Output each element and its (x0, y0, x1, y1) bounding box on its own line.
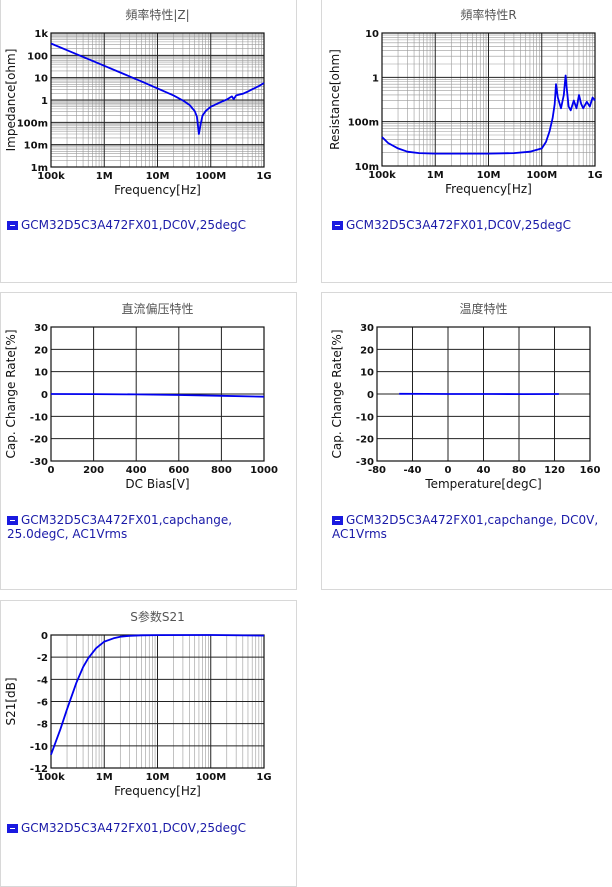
y-tick-label: 10m (355, 162, 379, 173)
x-tick-label: 10M (477, 170, 501, 181)
x-tick-label: 0 (445, 465, 452, 476)
dcbias-chart: 直流偏压特性 0 200 400 600 800 1000 -30 -20 -10 0 10 20 30 D… (1, 293, 296, 503)
y-tick-label: -30 (356, 457, 374, 468)
x-tick-label: 160 (580, 465, 601, 476)
y-tick-label: 10 (365, 29, 379, 40)
y-tick-label: 0 (367, 390, 374, 401)
y-axis-label: Cap. Change Rate[%] (4, 329, 18, 458)
legend-swatch-icon (332, 221, 343, 230)
chart-title: S参数S21 (130, 609, 185, 624)
x-tick-label: 40 (477, 465, 491, 476)
x-tick-label: 600 (168, 465, 189, 476)
chart-title: 頻率特性|Z| (125, 7, 189, 22)
legend-swatch-icon (332, 516, 343, 525)
y-tick-label: -8 (37, 720, 48, 731)
x-tick-label: 100M (195, 171, 226, 182)
y-tick-label: -10 (356, 412, 374, 423)
y-axis-label: Impedance[ohm] (4, 49, 18, 152)
x-tick-label: 200 (83, 465, 104, 476)
y-tick-label: -2 (37, 653, 48, 664)
legend-swatch-icon (7, 824, 18, 833)
y-tick-label: 100 (27, 51, 48, 62)
x-tick-label: 1G (587, 170, 602, 181)
x-tick-label: 400 (126, 465, 147, 476)
y-axis-label: S21[dB] (4, 677, 18, 725)
chart-title: 温度特性 (459, 301, 507, 316)
y-tick-label: 1k (34, 29, 48, 40)
x-tick-label: 1000 (250, 465, 278, 476)
s21-legend-label: GCM32D5C3A472FX01,DC0V,25degC (21, 821, 246, 835)
impedance-legend: GCM32D5C3A472FX01,DC0V,25degC (7, 218, 246, 232)
x-tick-label: -40 (403, 465, 421, 476)
legend-swatch-icon (7, 516, 18, 525)
resistance-legend-label: GCM32D5C3A472FX01,DC0V,25degC (346, 218, 571, 232)
temperature-legend-label: GCM32D5C3A472FX01,capchange, DC0V, AC1Vr… (332, 513, 598, 541)
chart-title: 直流偏压特性 (121, 301, 193, 316)
x-tick-label: 10M (146, 171, 170, 182)
y-tick-label: 30 (360, 323, 374, 334)
y-tick-label: 10 (34, 368, 48, 379)
y-axis-label: Resistance[ohm] (328, 49, 342, 150)
x-axis-label: Frequency[Hz] (445, 182, 532, 196)
y-tick-label: -30 (30, 457, 48, 468)
y-tick-label: -4 (37, 675, 48, 686)
x-tick-label: 1M (96, 171, 113, 182)
y-axis-label: Cap. Change Rate[%] (330, 329, 344, 458)
y-tick-label: 100m (348, 118, 379, 129)
y-tick-label: -10 (30, 742, 48, 753)
x-axis-label: Frequency[Hz] (114, 784, 201, 798)
x-tick-label: 800 (211, 465, 232, 476)
y-tick-label: 0 (41, 390, 48, 401)
x-tick-label: 10M (146, 772, 170, 783)
x-tick-label: 100M (526, 170, 557, 181)
impedance-legend-label: GCM32D5C3A472FX01,DC0V,25degC (21, 218, 246, 232)
x-tick-label: 1M (96, 772, 113, 783)
dcbias-chart-panel: 直流偏压特性 0 200 400 600 800 1000 -30 -20 -10 0 10 20 30 D… (0, 292, 297, 590)
x-tick-label: 1M (427, 170, 444, 181)
resistance-legend: GCM32D5C3A472FX01,DC0V,25degC (332, 218, 571, 232)
y-tick-label: -12 (30, 764, 48, 775)
y-tick-label: -10 (30, 412, 48, 423)
x-axis-label: Temperature[degC] (424, 477, 541, 491)
chart-title: 頻率特性R (460, 7, 516, 22)
y-tick-label: 100m (17, 118, 48, 129)
x-axis-label: DC Bias[V] (125, 477, 189, 491)
x-tick-label: 1G (256, 772, 271, 783)
x-tick-label: 1G (256, 171, 271, 182)
y-tick-label: 1 (41, 96, 48, 107)
y-tick-label: 30 (34, 323, 48, 334)
legend-swatch-icon (7, 221, 18, 230)
y-tick-label: 10 (34, 74, 48, 85)
x-axis-label: Frequency[Hz] (114, 183, 201, 197)
y-tick-label: -6 (37, 698, 48, 709)
x-tick-label: 0 (48, 465, 55, 476)
dcbias-legend-label: GCM32D5C3A472FX01,capchange, 25.0degC, A… (7, 513, 232, 541)
dcbias-legend: GCM32D5C3A472FX01,capchange, 25.0degC, A… (7, 513, 257, 541)
y-tick-label: -20 (30, 435, 48, 446)
y-tick-label: -20 (356, 435, 374, 446)
s21-legend: GCM32D5C3A472FX01,DC0V,25degC (7, 821, 246, 835)
y-tick-label: 20 (34, 345, 48, 356)
x-tick-label: 120 (544, 465, 565, 476)
y-tick-label: 0 (41, 631, 48, 642)
y-tick-label: 10 (360, 368, 374, 379)
y-tick-label: 20 (360, 345, 374, 356)
y-tick-label: 10m (24, 141, 48, 152)
x-tick-label: 80 (512, 465, 526, 476)
y-tick-label: 1m (31, 163, 48, 174)
y-tick-label: 1 (372, 73, 379, 84)
x-tick-label: 100M (195, 772, 226, 783)
temperature-legend: GCM32D5C3A472FX01,capchange, DC0V, AC1Vr… (332, 513, 607, 541)
